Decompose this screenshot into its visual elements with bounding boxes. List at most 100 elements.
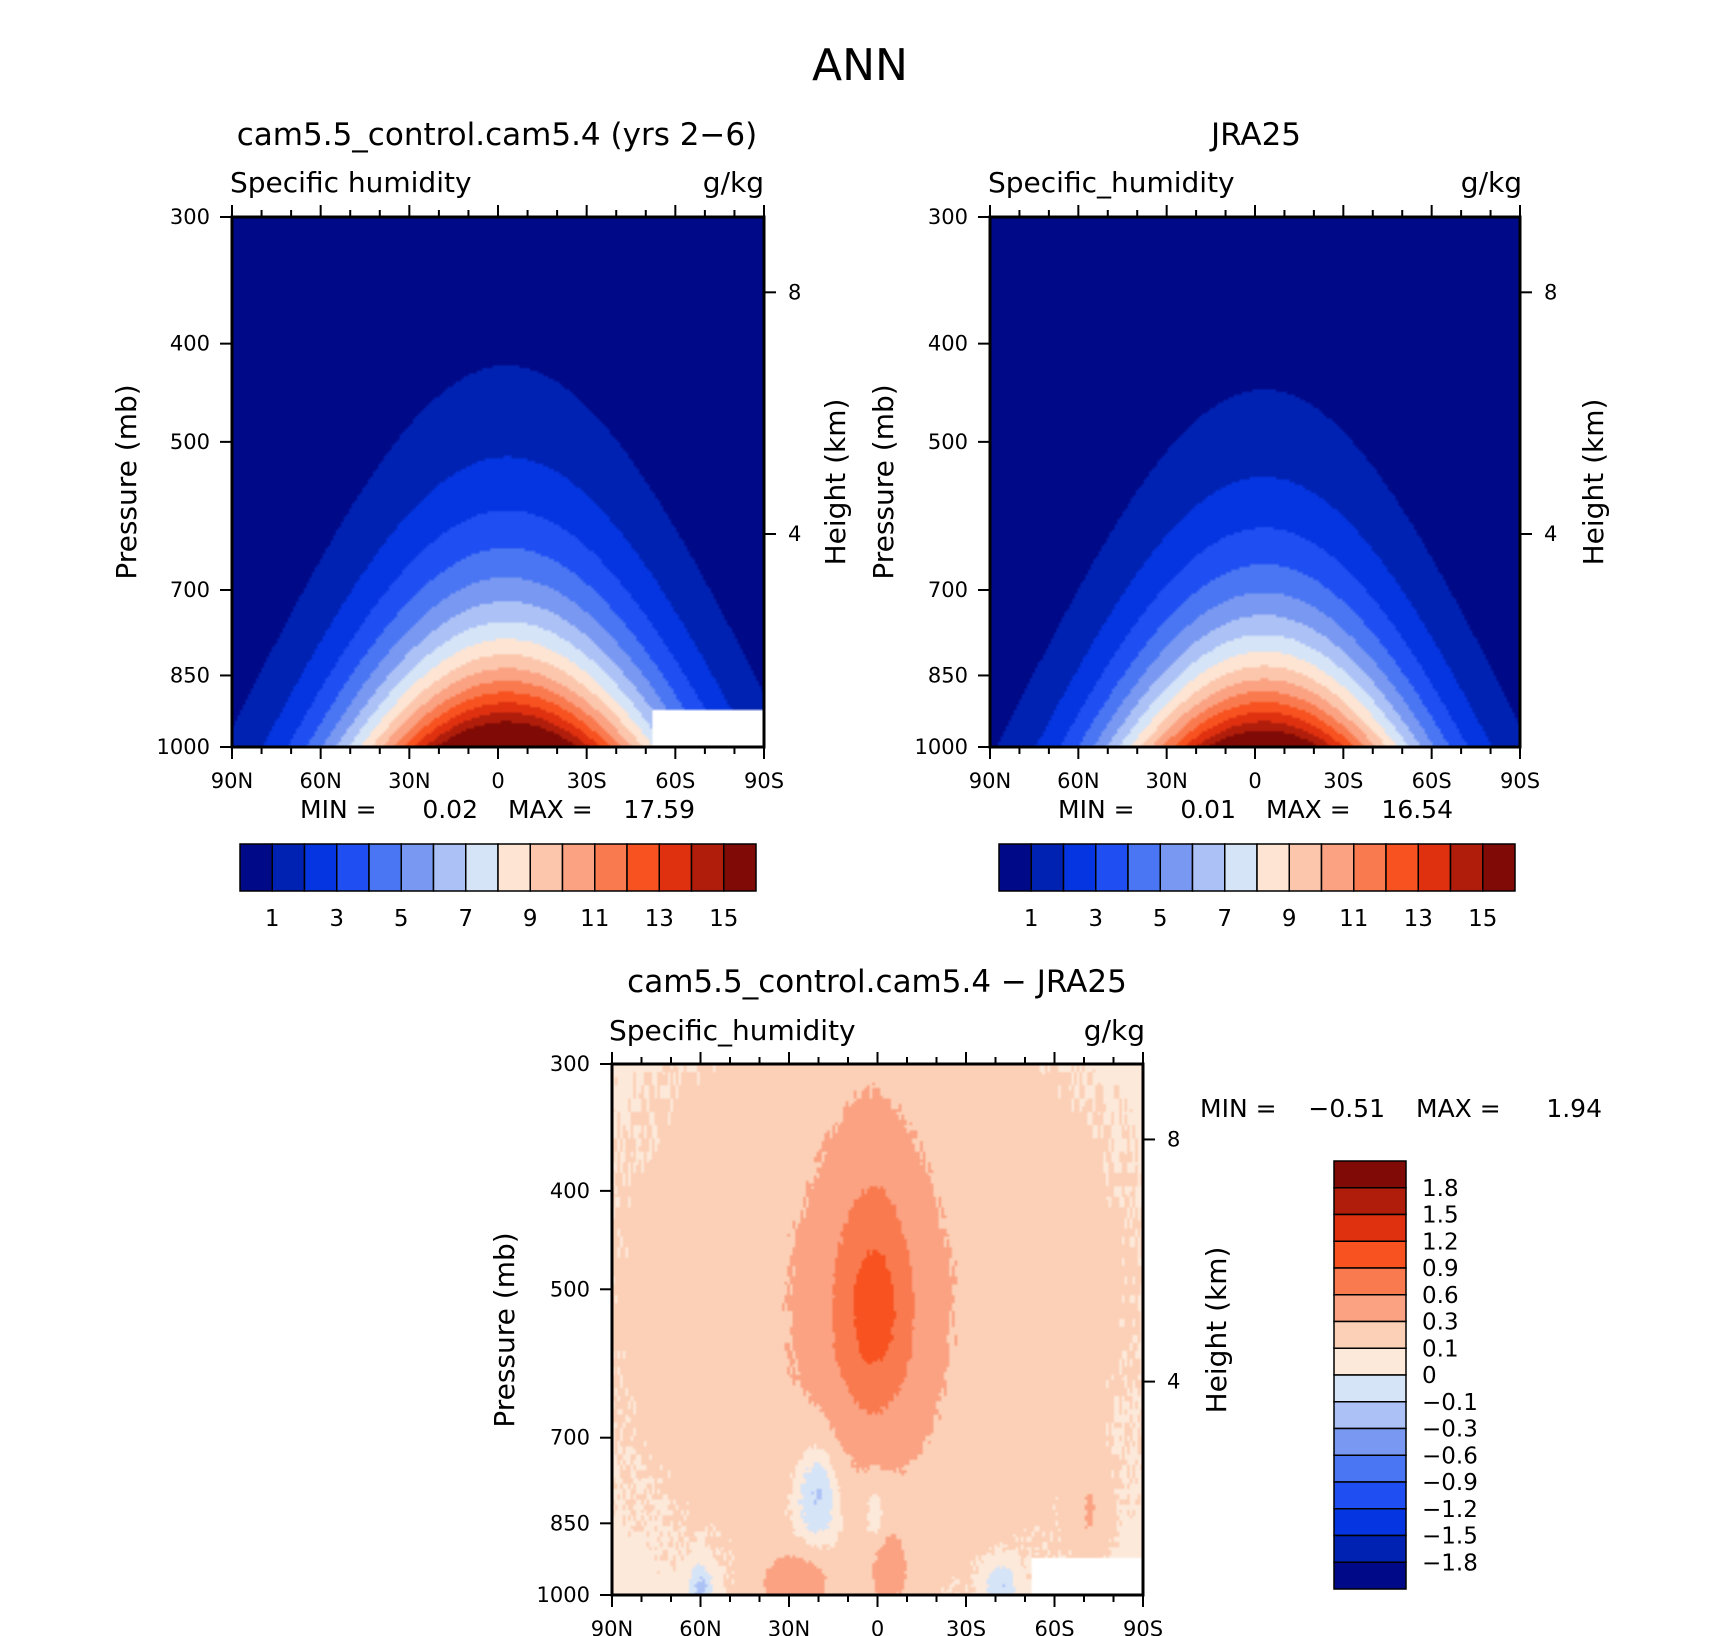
- colorbar-box: [1333, 1561, 1407, 1590]
- colorbar-label: −1.8: [1422, 1550, 1478, 1576]
- colorbar-label: 11: [1339, 906, 1368, 932]
- colorbar-box: [690, 843, 725, 892]
- colorbar-box: [1333, 1267, 1407, 1296]
- colorbar-box: [336, 843, 370, 892]
- y-right-tick-label: 8: [788, 280, 801, 304]
- y-tick-label: 850: [928, 663, 968, 687]
- y-tick-label: 500: [550, 1277, 590, 1301]
- colorbar-box: [1256, 843, 1290, 892]
- colorbar-label: 3: [329, 906, 344, 932]
- colorbar-box: [239, 843, 273, 892]
- colorbar-box: [1333, 1320, 1407, 1349]
- min-value: 0.02: [422, 795, 478, 824]
- x-tick-label: 60N: [679, 1617, 721, 1636]
- panel-difference: cam5.5_control.cam5.4 − JRA25 Specific_h…: [488, 964, 1602, 1636]
- colorbar-box: [1333, 1481, 1407, 1510]
- panel-title: cam5.5_control.cam5.4 (yrs 2−6): [237, 117, 757, 153]
- colorbar-box: [1333, 1401, 1407, 1430]
- panel-title: cam5.5_control.cam5.4 − JRA25: [627, 964, 1127, 1000]
- y-tick-label: 300: [170, 205, 210, 229]
- colorbar-box: [1095, 843, 1129, 892]
- colorbar-label: 9: [1282, 906, 1297, 932]
- colorbar-box: [561, 843, 596, 892]
- y-tick-label: 400: [550, 1179, 590, 1203]
- x-tick-label: 30N: [768, 1617, 810, 1636]
- y-axis-label: Pressure (mb): [867, 384, 900, 579]
- colorbar-label: 1.2: [1422, 1229, 1459, 1255]
- colorbar-label: 0.9: [1422, 1256, 1459, 1282]
- x-tick-label: 90S: [1500, 769, 1540, 793]
- y-tick-label: 500: [170, 430, 210, 454]
- y-tick-label: 400: [170, 332, 210, 356]
- axes: 90N 60N 30N 0 30S 60S 90S 300 400 500 700 850 1000 8 4: [915, 205, 1557, 793]
- x-tick-label: 60S: [1034, 1617, 1074, 1636]
- left-string: Specific_humidity: [609, 1014, 856, 1047]
- colorbar-box: [1127, 843, 1161, 892]
- colorbar-box: [1224, 843, 1258, 892]
- y-right-tick-label: 4: [1167, 1370, 1180, 1394]
- y-axis-right-label: Height (km): [819, 399, 852, 566]
- y-tick-label: 1000: [915, 735, 968, 759]
- max-label: MAX =: [1266, 795, 1351, 824]
- colorbar-label: 0: [1422, 1363, 1437, 1389]
- contour-field: [232, 217, 764, 747]
- y-tick-label: 400: [928, 332, 968, 356]
- colorbar-label: 1.8: [1422, 1176, 1459, 1202]
- y-axis-right-label: Height (km): [1577, 399, 1610, 566]
- min-value: −0.51: [1308, 1094, 1385, 1123]
- y-right-tick-label: 4: [788, 522, 801, 546]
- x-tick-label: 90N: [969, 769, 1011, 793]
- x-tick-label: 0: [871, 1617, 884, 1636]
- colorbar-box: [1288, 843, 1323, 892]
- colorbar-label: −0.6: [1422, 1443, 1478, 1469]
- colorbar-label: 9: [523, 906, 538, 932]
- colorbar-label: 1.5: [1422, 1203, 1459, 1229]
- y-tick-label: 700: [928, 578, 968, 602]
- colorbar-box: [1353, 843, 1387, 892]
- colorbar-label: 7: [458, 906, 473, 932]
- y-tick-label: 850: [550, 1511, 590, 1535]
- contour-field: [612, 1064, 1143, 1595]
- colorbar-label: 1: [265, 906, 280, 932]
- y-tick-label: 1000: [157, 735, 210, 759]
- units-string: g/kg: [703, 166, 764, 199]
- colorbar-label: −0.1: [1422, 1390, 1478, 1416]
- y-tick-label: 500: [928, 430, 968, 454]
- colorbar-box: [400, 843, 435, 892]
- colorbar-label: 3: [1088, 906, 1103, 932]
- y-right-tick-label: 8: [1544, 280, 1557, 304]
- y-right-tick-label: 8: [1167, 1127, 1180, 1151]
- y-axis-right-label: Height (km): [1200, 1247, 1233, 1414]
- colorbar-label: −1.2: [1422, 1497, 1478, 1523]
- colorbar-box: [1320, 843, 1355, 892]
- max-value: 16.54: [1381, 795, 1453, 824]
- left-string: Specific_humidity: [988, 166, 1235, 199]
- min-label: MIN =: [1200, 1094, 1277, 1123]
- x-tick-label: 30S: [1323, 769, 1363, 793]
- min-label: MIN =: [300, 795, 377, 824]
- max-label: MAX =: [508, 795, 593, 824]
- colorbar-label: 15: [1468, 906, 1497, 932]
- min-value: 0.01: [1180, 795, 1236, 824]
- colorbar: 1 3 5 7 9 11 13 15: [998, 843, 1516, 932]
- colorbar-box: [1333, 1240, 1407, 1269]
- colorbar-box: [594, 843, 628, 892]
- x-tick-label: 90N: [211, 769, 253, 793]
- x-tick-label: 90S: [1123, 1617, 1163, 1636]
- y-tick-label: 1000: [537, 1583, 590, 1607]
- x-tick-label: 30N: [388, 769, 430, 793]
- colorbar-box: [1030, 843, 1065, 892]
- colorbar-label: −0.3: [1422, 1417, 1478, 1443]
- colorbar-box: [529, 843, 564, 892]
- x-tick-label: 60S: [655, 769, 695, 793]
- y-tick-label: 300: [550, 1052, 590, 1076]
- max-value: 17.59: [623, 795, 695, 824]
- contour-field: [990, 217, 1520, 747]
- colorbar-box: [1333, 1454, 1407, 1483]
- colorbar-box: [1333, 1160, 1407, 1189]
- x-tick-label: 60N: [1057, 769, 1099, 793]
- colorbar-box: [1333, 1534, 1407, 1563]
- colorbar-label: 7: [1217, 906, 1232, 932]
- colorbar-box: [497, 843, 531, 892]
- colorbar-box: [1482, 843, 1516, 892]
